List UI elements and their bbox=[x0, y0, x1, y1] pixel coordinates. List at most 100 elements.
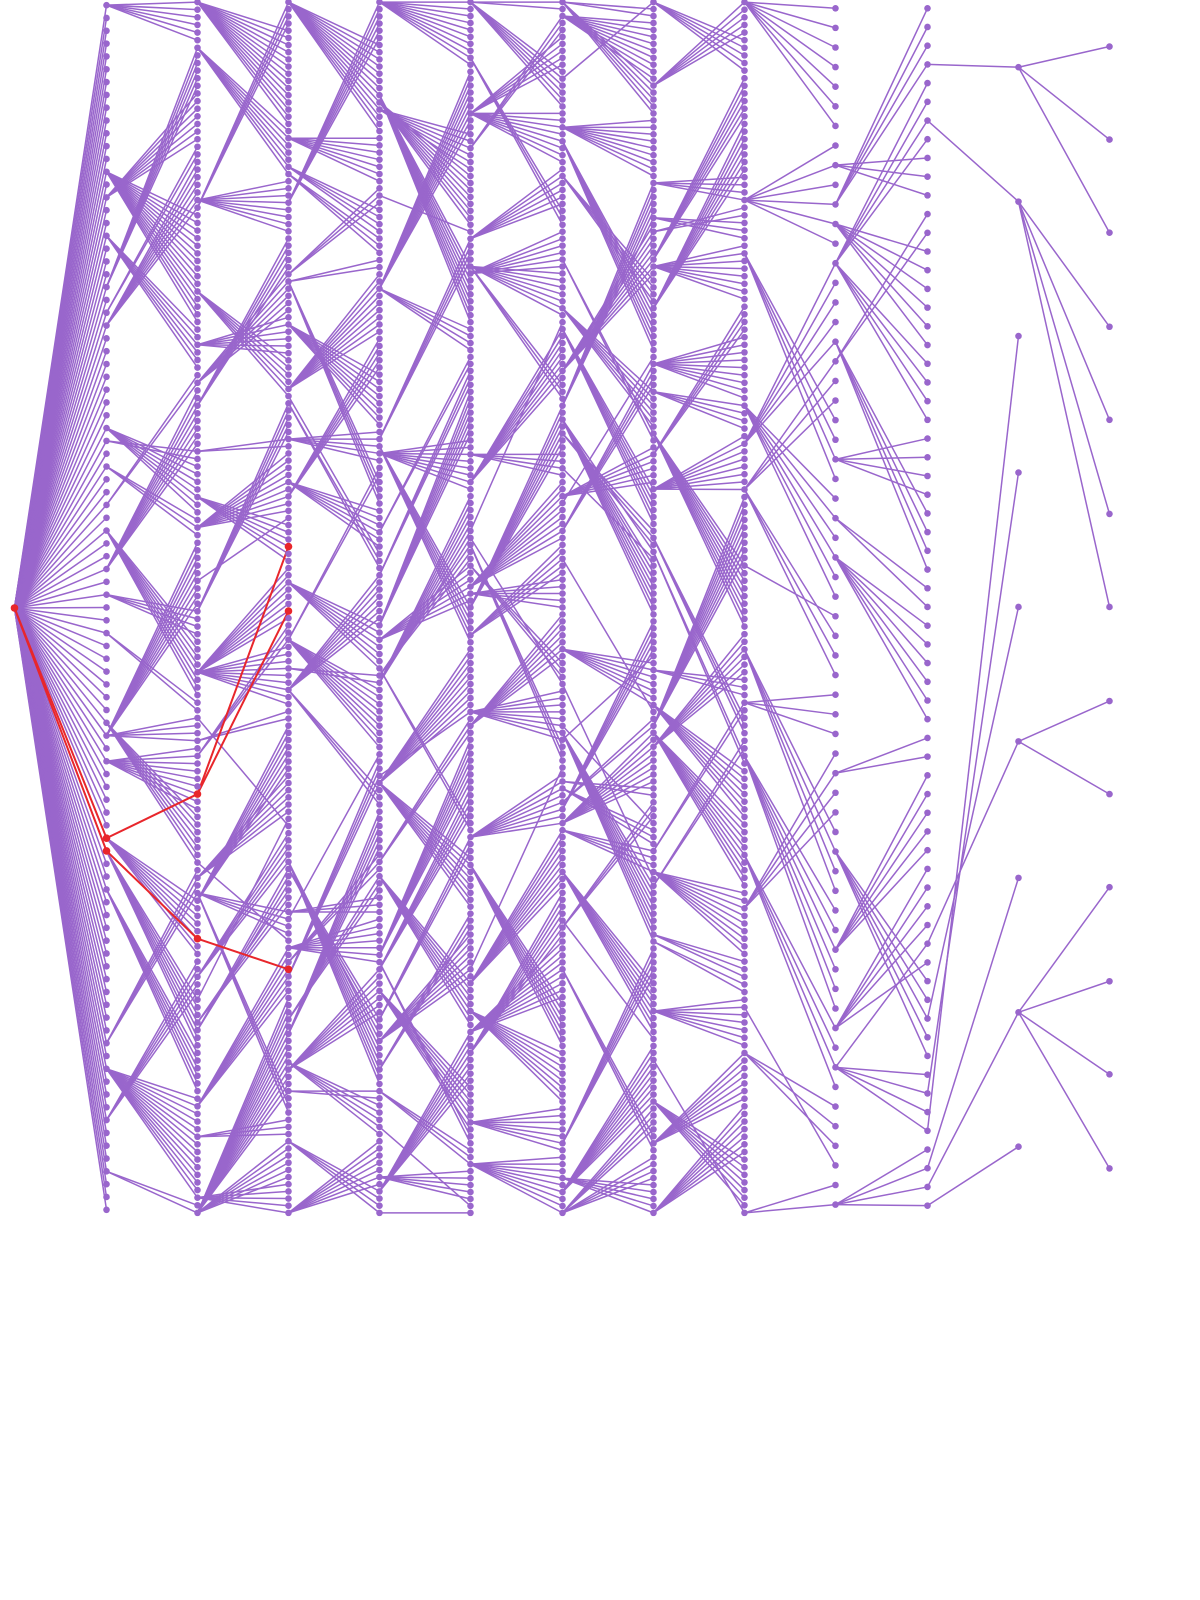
node bbox=[467, 576, 474, 583]
edge bbox=[197, 1147, 289, 1214]
node bbox=[467, 430, 474, 437]
node bbox=[467, 499, 474, 507]
node bbox=[376, 5, 383, 13]
edge bbox=[14, 581, 107, 609]
node bbox=[285, 579, 292, 586]
node bbox=[103, 1001, 110, 1009]
node bbox=[924, 641, 931, 648]
node bbox=[467, 144, 474, 152]
node bbox=[467, 666, 474, 674]
node bbox=[650, 1077, 657, 1084]
node bbox=[194, 29, 201, 36]
edge bbox=[653, 265, 745, 293]
node bbox=[285, 1130, 292, 1138]
node bbox=[376, 285, 383, 292]
node bbox=[741, 432, 748, 440]
edge bbox=[287, 402, 381, 569]
node bbox=[650, 520, 657, 528]
node bbox=[559, 1153, 566, 1161]
edge bbox=[106, 465, 198, 529]
node bbox=[285, 872, 292, 880]
node bbox=[559, 318, 566, 326]
node bbox=[650, 1056, 657, 1064]
node bbox=[376, 407, 383, 414]
node bbox=[194, 486, 201, 493]
node bbox=[650, 416, 657, 423]
edge bbox=[469, 871, 564, 984]
edge bbox=[835, 1066, 928, 1132]
edge bbox=[562, 1177, 654, 1193]
edge bbox=[105, 374, 199, 506]
node bbox=[650, 868, 657, 876]
edge bbox=[1017, 201, 1111, 421]
node bbox=[467, 381, 474, 389]
node bbox=[376, 650, 383, 658]
node bbox=[559, 256, 566, 263]
node bbox=[741, 1049, 748, 1057]
node bbox=[285, 837, 292, 844]
node bbox=[467, 840, 474, 848]
edge bbox=[562, 119, 654, 129]
edge bbox=[106, 593, 198, 628]
edge bbox=[106, 593, 198, 613]
node bbox=[285, 84, 292, 92]
edge bbox=[653, 336, 745, 365]
edge bbox=[470, 1156, 563, 1165]
node bbox=[559, 1146, 566, 1154]
node bbox=[285, 1159, 292, 1167]
edge bbox=[835, 456, 928, 461]
edge bbox=[106, 1170, 198, 1206]
node bbox=[924, 510, 931, 517]
node bbox=[741, 44, 748, 52]
edge bbox=[13, 517, 108, 609]
edge bbox=[470, 112, 563, 136]
edge bbox=[288, 259, 380, 283]
node bbox=[741, 417, 748, 425]
edge bbox=[197, 199, 289, 225]
edge bbox=[743, 1006, 837, 1166]
node bbox=[376, 736, 383, 744]
node bbox=[467, 1084, 474, 1091]
node bbox=[467, 339, 474, 347]
node bbox=[650, 151, 657, 159]
node bbox=[194, 569, 201, 577]
node bbox=[194, 295, 201, 303]
node bbox=[650, 277, 657, 284]
node bbox=[741, 52, 748, 59]
node bbox=[559, 785, 566, 792]
edge bbox=[470, 794, 563, 838]
edge bbox=[562, 446, 654, 497]
node bbox=[559, 1035, 566, 1043]
node bbox=[559, 1091, 566, 1098]
node bbox=[924, 940, 931, 948]
edge bbox=[834, 851, 929, 1057]
edge bbox=[105, 837, 199, 925]
node bbox=[832, 946, 839, 953]
node bbox=[285, 228, 292, 235]
node bbox=[924, 229, 931, 237]
node bbox=[376, 887, 383, 894]
node bbox=[741, 82, 748, 90]
edge bbox=[13, 607, 108, 801]
node bbox=[924, 659, 931, 667]
edge bbox=[287, 273, 381, 390]
edge bbox=[653, 1010, 745, 1039]
node bbox=[285, 1094, 292, 1102]
node bbox=[467, 952, 474, 959]
edge bbox=[197, 1196, 289, 1200]
edge bbox=[13, 427, 108, 609]
edge bbox=[378, 1126, 471, 1207]
node bbox=[194, 1042, 201, 1049]
edge bbox=[653, 1006, 745, 1012]
node bbox=[376, 844, 383, 851]
node bbox=[194, 866, 201, 874]
edge bbox=[562, 1177, 654, 1214]
edge bbox=[743, 854, 837, 1068]
edge bbox=[653, 391, 745, 415]
node bbox=[194, 318, 201, 326]
edge bbox=[652, 732, 746, 886]
edge bbox=[470, 57, 563, 115]
node bbox=[559, 993, 566, 1001]
node bbox=[559, 5, 566, 13]
node bbox=[376, 937, 383, 944]
